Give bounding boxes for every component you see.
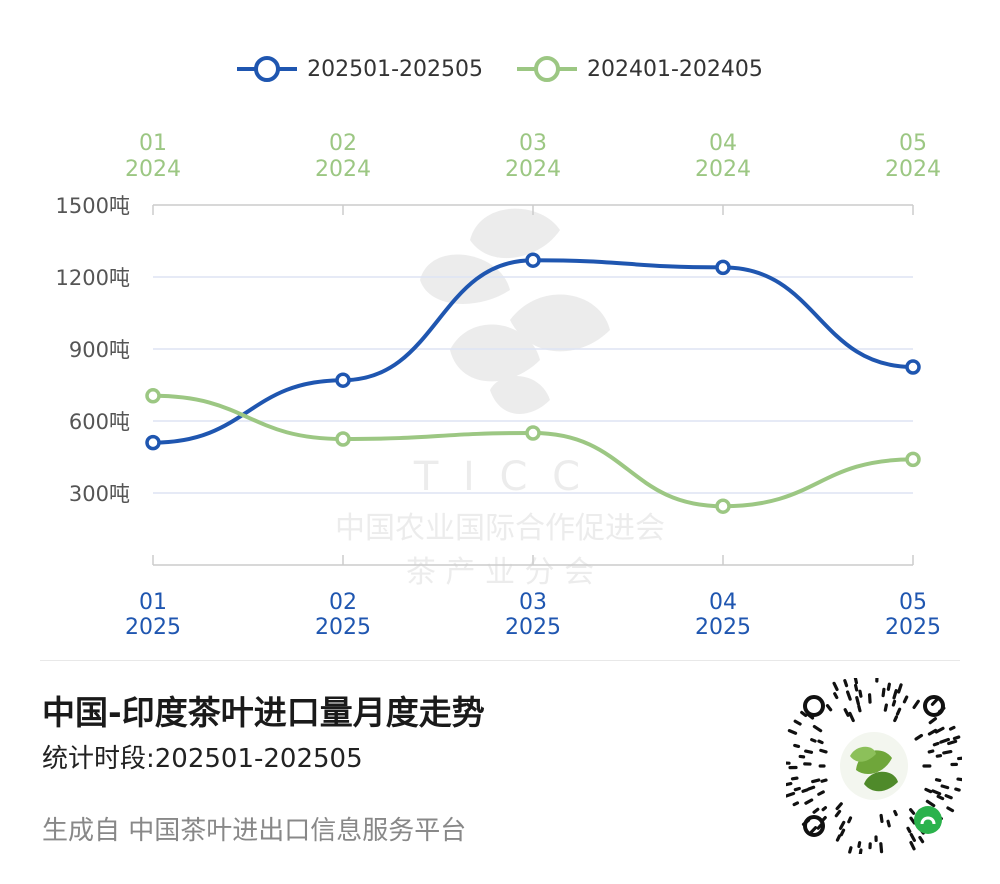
x-tick-label-bottom-month: 01 — [139, 590, 167, 615]
tea-leaf-logo-icon — [420, 208, 610, 414]
source-text: 生成自 中国茶叶进出口信息服务平台 — [42, 816, 467, 846]
series-line-2024 — [152, 393, 914, 509]
legend-marker-2025-icon — [237, 56, 298, 82]
x-tick-label-top-month: 04 — [709, 131, 737, 156]
x-tick-label-bottom-month: 05 — [899, 590, 927, 615]
mini-program-qr-code-icon[interactable] — [786, 678, 962, 854]
legend-label-2025: 202501-202505 — [307, 56, 483, 82]
y-tick-label: 900吨 — [69, 338, 130, 362]
y-tick-label: 600吨 — [69, 410, 130, 434]
data-point-2024-4 — [715, 498, 731, 514]
watermark-org: 中国农业国际合作促进会 — [335, 511, 665, 546]
data-point-2025-3 — [525, 252, 541, 268]
legend-marker-2024-icon — [517, 56, 577, 82]
x-tick-label-top-month: 01 — [139, 131, 167, 156]
x-tick-label-top-year: 2024 — [885, 157, 941, 182]
x-tick-label-top-year: 2024 — [505, 157, 561, 182]
chart-title: 中国-印度茶叶进口量月度走势 — [42, 693, 485, 732]
data-point-2024-3 — [525, 425, 541, 441]
data-point-2025-1 — [145, 434, 161, 451]
tea-leaf-center-icon — [850, 746, 898, 792]
watermark-sub: 茶 产 业 分 会 — [406, 555, 594, 590]
x-tick-label-top-month: 03 — [519, 131, 547, 156]
x-tick-label-bottom-year: 2025 — [125, 615, 181, 640]
line-chart: T I C C 中国农业国际合作促进会 茶 产 业 分 会 300吨 600吨 90… — [56, 131, 941, 640]
data-point-2025-5 — [905, 359, 921, 375]
legend-item-2024[interactable]: 202401-202405 — [517, 54, 763, 84]
x-tick-label-bottom-year: 2025 — [695, 615, 751, 640]
data-point-2024-1 — [145, 388, 161, 404]
divider — [40, 660, 960, 661]
x-tick-label-bottom-month: 02 — [329, 590, 357, 615]
chart-subtitle: 统计时段:202501-202505 — [42, 744, 363, 774]
y-tick-label: 1500吨 — [56, 194, 130, 218]
watermark: T I C C 中国农业国际合作促进会 茶 产 业 分 会 — [335, 208, 665, 590]
legend-label-2024: 202401-202405 — [587, 56, 763, 82]
data-point-2024-2 — [335, 431, 351, 447]
x-tick-label-top-year: 2024 — [125, 157, 181, 182]
x-tick-label-bottom-year: 2025 — [315, 615, 371, 640]
x-tick-label-bottom-year: 2025 — [505, 615, 561, 640]
x-tick-label-bottom-month: 03 — [519, 590, 547, 615]
y-tick-label: 300吨 — [69, 482, 130, 506]
y-tick-label: 1200吨 — [56, 266, 130, 290]
data-point-2025-4 — [715, 259, 731, 276]
x-tick-label-bottom-month: 04 — [709, 590, 737, 615]
data-point-2024-5 — [905, 451, 921, 468]
x-tick-label-top-year: 2024 — [695, 157, 751, 182]
x-tick-label-top-month: 05 — [899, 131, 927, 156]
legend-item-2025[interactable]: 202501-202505 — [237, 54, 483, 84]
x-tick-label-top-year: 2024 — [315, 157, 371, 182]
data-point-2025-2 — [335, 372, 351, 388]
legend: 202501-202505 202401-202405 — [0, 54, 1000, 84]
x-tick-label-top-month: 02 — [329, 131, 357, 156]
x-tick-label-bottom-year: 2025 — [885, 615, 941, 640]
